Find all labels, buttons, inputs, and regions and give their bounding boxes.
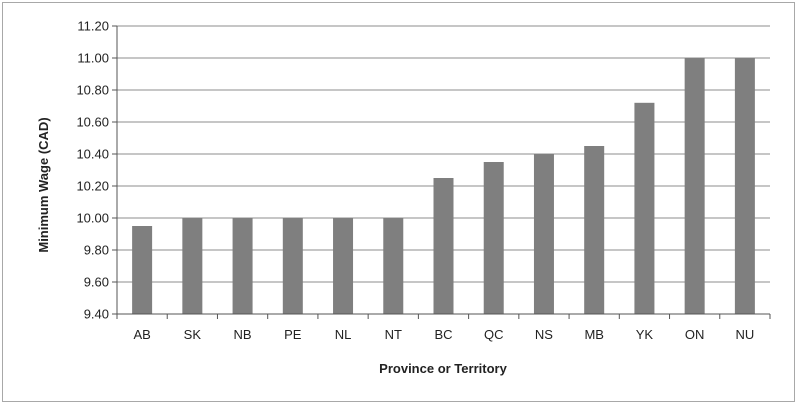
y-tick-label: 11.20	[77, 19, 109, 34]
y-tick-label: 10.00	[76, 211, 109, 226]
bar-nb	[232, 218, 253, 314]
x-tick-label: PE	[284, 327, 302, 342]
y-tick-label: 11.00	[77, 51, 109, 66]
x-tick-label: MB	[584, 327, 604, 342]
y-axis-title: Minimum Wage (CAD)	[36, 117, 51, 252]
bar-nu	[734, 58, 755, 314]
y-tick-label: 9.60	[84, 275, 109, 290]
x-tick-label: AB	[133, 327, 150, 342]
y-tick-label: 9.80	[84, 243, 109, 258]
bar-mb	[584, 146, 605, 314]
x-axis-title: Province or Territory	[379, 361, 507, 376]
x-tick-label: QC	[484, 327, 504, 342]
y-tick-label: 10.60	[76, 115, 109, 130]
x-tick-label: NS	[535, 327, 553, 342]
chart-frame	[2, 2, 795, 402]
bar-qc	[483, 162, 504, 314]
x-tick-label: NL	[335, 327, 352, 342]
x-tick-label: NU	[735, 327, 754, 342]
axes	[112, 25, 771, 319]
bar-pe	[282, 218, 303, 314]
y-tick-label: 9.40	[84, 307, 109, 322]
x-tick-label: ON	[685, 327, 705, 342]
bars	[132, 58, 755, 314]
x-tick-label: NB	[234, 327, 252, 342]
x-tick-labels: AB SK NB PE NL NT BC QC NS MB YK ON NU	[133, 327, 754, 342]
gridlines	[117, 25, 770, 283]
y-tick-labels: 9.40 9.60 9.80 10.00 10.20 10.40 10.60 10.80 11.…	[76, 19, 109, 322]
bar-bc	[433, 178, 454, 314]
x-tick-label: NT	[385, 327, 402, 342]
x-tick-label: YK	[636, 327, 654, 342]
y-tick-label: 10.20	[76, 179, 109, 194]
bar-ab	[132, 226, 153, 314]
bar-sk	[182, 218, 203, 314]
bar-nl	[333, 218, 354, 314]
bar-yk	[634, 102, 655, 314]
bar-on	[684, 58, 705, 314]
bar-ns	[533, 154, 554, 314]
bar-nt	[383, 218, 404, 314]
y-tick-label: 10.80	[76, 83, 109, 98]
x-tick-label: SK	[184, 327, 202, 342]
y-tick-label: 10.40	[76, 147, 109, 162]
x-tick-label: BC	[434, 327, 452, 342]
